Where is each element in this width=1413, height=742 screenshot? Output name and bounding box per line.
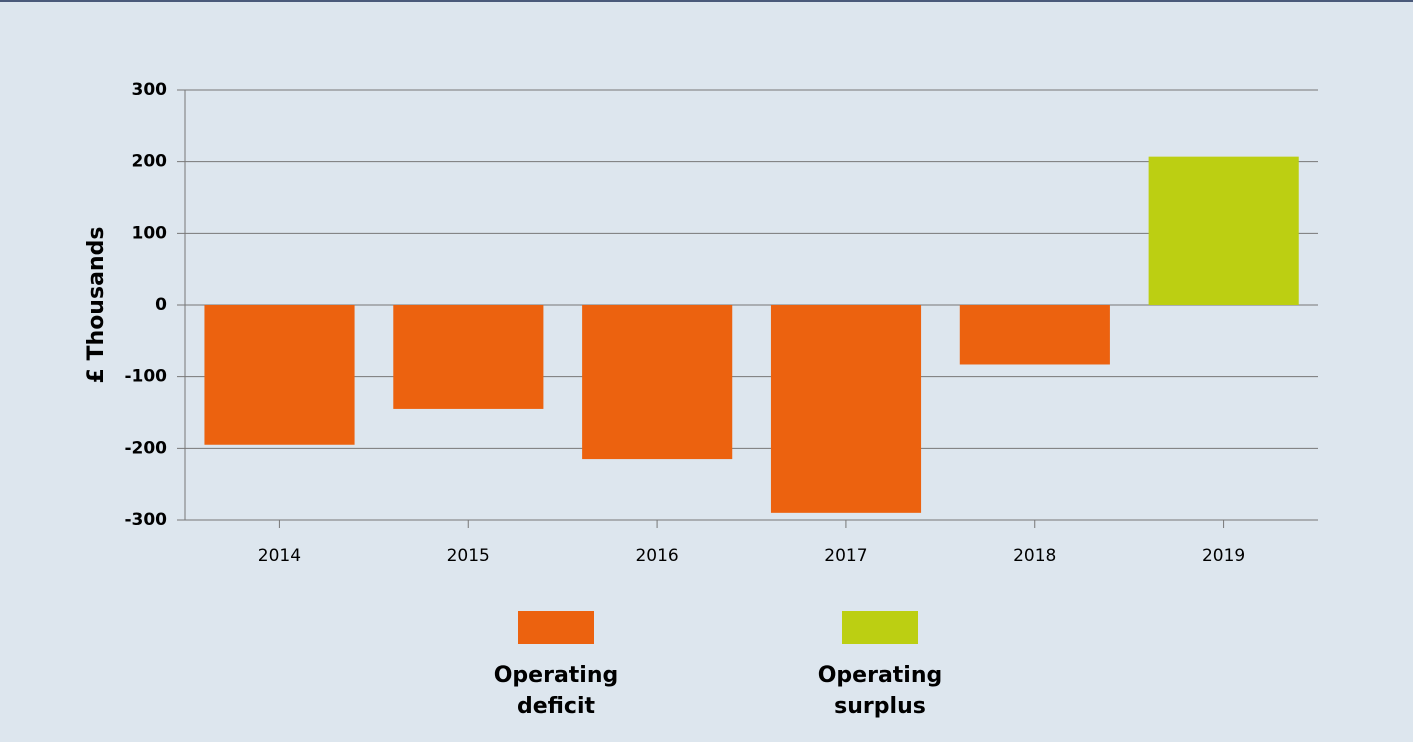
x-tick-label: 2018	[1013, 546, 1056, 566]
x-tick-label: 2014	[258, 546, 301, 566]
legend-label: Operating surplus	[817, 663, 943, 719]
y-tick-label: 100	[132, 223, 168, 243]
y-tick-label: 0	[155, 295, 167, 315]
x-tick-label: 2016	[635, 546, 678, 566]
bar	[582, 305, 733, 460]
y-tick-label: -100	[124, 367, 167, 387]
legend-swatch	[518, 611, 594, 644]
bar	[770, 305, 922, 513]
y-tick-label: -200	[124, 438, 167, 458]
y-axis-label: £ Thousands	[84, 227, 109, 384]
x-tick-label: 2015	[447, 546, 490, 566]
y-tick-label: -300	[124, 510, 167, 530]
x-tick-label: 2019	[1202, 546, 1245, 566]
x-tick-label: 2017	[824, 546, 867, 566]
bar	[204, 305, 355, 445]
bar	[1148, 156, 1299, 305]
legend-label: Operating deficit	[493, 663, 619, 719]
bar	[959, 305, 1110, 365]
y-tick-label: 200	[132, 152, 168, 172]
bar	[393, 305, 544, 409]
legend-swatch	[842, 611, 918, 644]
y-tick-label: 300	[132, 80, 168, 100]
